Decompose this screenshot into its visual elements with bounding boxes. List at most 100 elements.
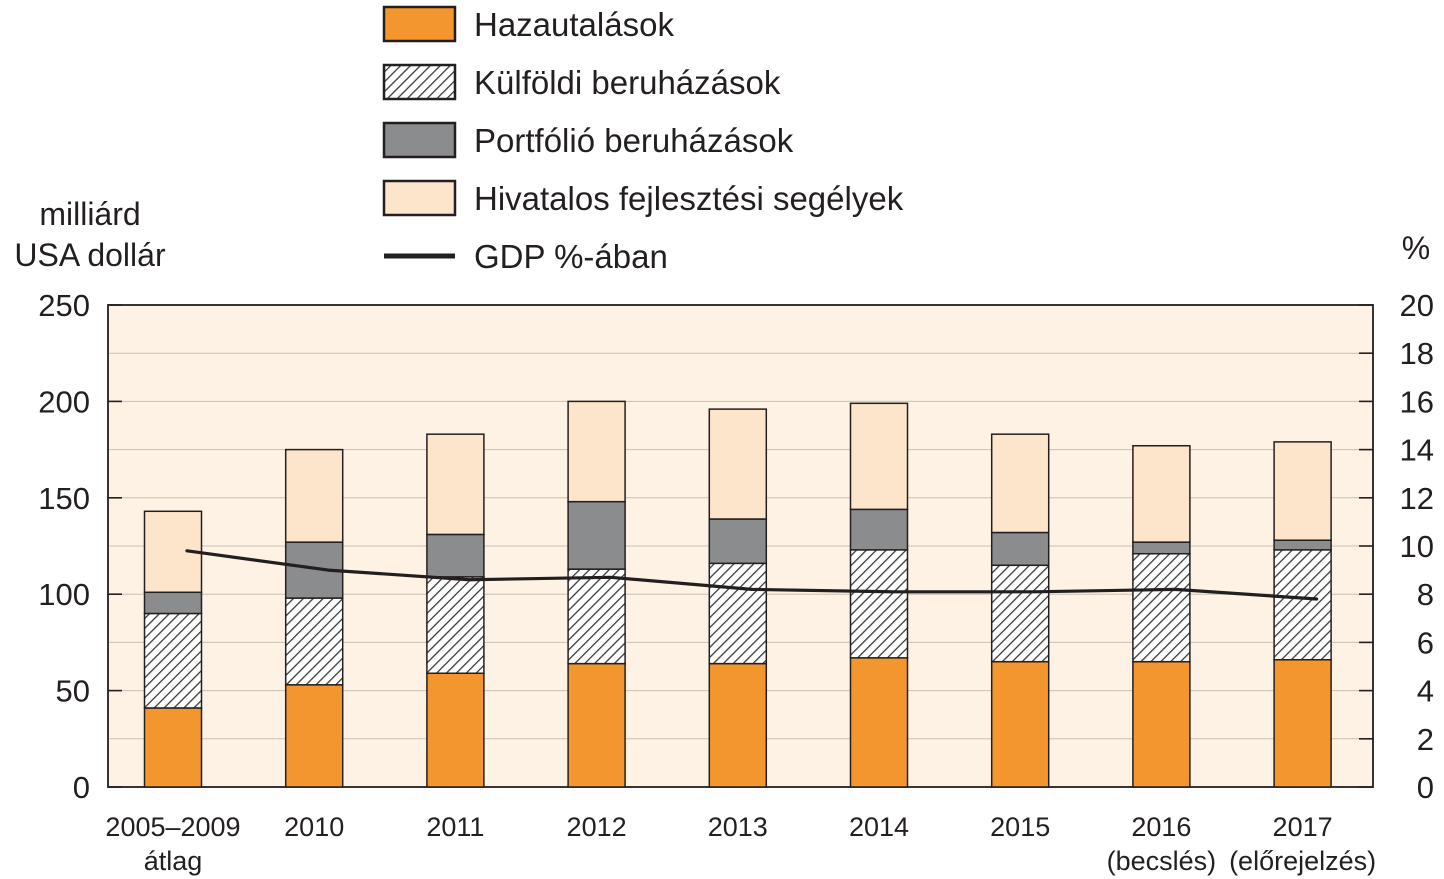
- legend-item-kulfoldi-beruhazasok: Külföldi beruházások: [382, 63, 781, 101]
- y-axis-left: 0 50 100 150 200 250: [38, 288, 122, 805]
- bar-kulfoldi-beruhazasok: [567, 568, 626, 665]
- bar-stack: [990, 433, 1050, 788]
- x-tick-label: 2013: [708, 812, 768, 842]
- x-tick-label: 2010: [284, 812, 344, 842]
- legend-label: Hazautalások: [474, 6, 674, 43]
- bar-portfolio-beruhazasok: [1273, 539, 1332, 551]
- y2-tick-label: 4: [1417, 674, 1434, 709]
- y-axis-title: milliárd USA dollár: [14, 196, 166, 273]
- bars: [143, 400, 1332, 788]
- x-tick-label: 2012: [567, 812, 627, 842]
- bar-stack: [284, 448, 344, 788]
- x-tick-label-line: (előrejelzés): [1229, 846, 1376, 876]
- y2-axis-title: %: [1402, 230, 1430, 266]
- x-tick-label: 2017 (előrejelzés): [1229, 812, 1376, 876]
- y2-tick-label: 10: [1400, 529, 1434, 564]
- y-tick-label: 250: [38, 288, 90, 323]
- x-tick-label: 2011: [426, 812, 484, 842]
- x-tick-label-line: 2014: [849, 812, 909, 842]
- bar-stack: [849, 402, 909, 788]
- legend-item-gdp-aban: GDP %-ában: [384, 238, 668, 275]
- bar-hivatalos-fejlesztesi-segelyek: [708, 408, 768, 520]
- bar-portfolio-beruhazasok: [1132, 541, 1191, 555]
- x-tick-label-line: 2011: [426, 812, 484, 842]
- x-tick-label: 2016 (becslés): [1107, 812, 1217, 876]
- bar-kulfoldi-beruhazasok: [849, 549, 909, 659]
- y-axis-title-line-1: milliárd: [39, 196, 140, 232]
- bar-kulfoldi-beruhazasok: [143, 612, 203, 709]
- bar-portfolio-beruhazasok: [143, 591, 203, 615]
- bar-stack: [1273, 441, 1332, 788]
- bar-kulfoldi-beruhazasok: [1273, 549, 1332, 661]
- x-tick-label-line: (becslés): [1107, 846, 1217, 876]
- x-tick-label-line: 2013: [708, 812, 768, 842]
- y2-tick-label: 8: [1417, 577, 1434, 612]
- bar-kulfoldi-beruhazasok: [990, 564, 1050, 663]
- y-tick-label: 50: [56, 674, 90, 709]
- bar-portfolio-beruhazasok: [849, 508, 909, 551]
- y-tick-label: 200: [38, 384, 90, 419]
- y2-tick-label: 18: [1400, 336, 1434, 371]
- gdp-line: [185, 549, 1319, 601]
- bar-hivatalos-fejlesztesi-segelyek: [849, 402, 909, 511]
- y2-tick-label: 20: [1400, 288, 1434, 323]
- y-axis-right: 0 2 4 6 8 10 12 14 16 18 20: [1359, 288, 1434, 805]
- bar-stack: [708, 408, 768, 788]
- bar-kulfoldi-beruhazasok: [426, 576, 485, 674]
- legend: Hazautalások Külföldi beruházások Portfóli…: [382, 5, 904, 275]
- bar-portfolio-beruhazasok: [708, 518, 768, 565]
- bar-kulfoldi-beruhazasok: [1132, 552, 1191, 663]
- bar-kulfoldi-beruhazasok: [284, 597, 344, 686]
- legend-swatch: [382, 179, 457, 217]
- x-tick-label: 2015: [990, 812, 1050, 842]
- x-tick-label-line: 2017: [1273, 812, 1333, 842]
- y-axis-title-line-2: USA dollár: [14, 237, 166, 273]
- y-tick-label: 100: [38, 577, 90, 612]
- x-tick-label-line: 2012: [567, 812, 627, 842]
- bar-portfolio-beruhazasok: [990, 531, 1050, 567]
- bar-kulfoldi-beruhazasok: [708, 562, 768, 665]
- legend-item-hivatalos-fejlesztesi-segelyek: Hivatalos fejlesztési segélyek: [382, 179, 904, 217]
- y2-tick-label: 6: [1417, 625, 1434, 660]
- x-tick-label: 2005–2009 átlag: [105, 812, 240, 876]
- bar-hazautalasok: [426, 672, 485, 788]
- x-tick-label: 2014: [849, 812, 909, 842]
- legend-swatch: [382, 63, 457, 101]
- x-tick-label-line: 2015: [990, 812, 1050, 842]
- bar-hazautalasok: [1273, 659, 1332, 788]
- bar-hivatalos-fejlesztesi-segelyek: [567, 400, 626, 503]
- bar-hazautalasok: [1132, 660, 1191, 788]
- y-tick-label: 0: [73, 770, 90, 805]
- bar-hivatalos-fejlesztesi-segelyek: [990, 433, 1050, 534]
- bar-portfolio-beruhazasok: [426, 533, 485, 578]
- bar-hivatalos-fejlesztesi-segelyek: [1132, 444, 1191, 543]
- x-axis: 2005–2009 átlag 2010 2011 2012 2013 2014 2015 20…: [105, 812, 1376, 876]
- x-tick-label-line: 2005–2009: [105, 812, 240, 842]
- bar-hazautalasok: [708, 662, 768, 788]
- y2-tick-label: 0: [1417, 770, 1434, 805]
- legend-label: Hivatalos fejlesztési segélyek: [474, 180, 904, 217]
- y2-tick-label: 16: [1400, 384, 1434, 419]
- y2-tick-label: 2: [1417, 722, 1434, 757]
- y-tick-label: 150: [38, 481, 90, 516]
- x-tick-label-line: átlag: [144, 846, 203, 876]
- bar-portfolio-beruhazasok: [567, 500, 626, 570]
- legend-label: GDP %-ában: [474, 238, 668, 275]
- bar-hazautalasok: [284, 684, 344, 788]
- bar-hazautalasok: [849, 657, 909, 788]
- bar-hazautalasok: [990, 660, 1050, 788]
- bar-stack: [567, 400, 626, 788]
- legend-swatch: [382, 121, 457, 159]
- bar-stack: [143, 510, 203, 788]
- legend-item-hazautalasok: Hazautalások: [382, 5, 674, 43]
- bar-hazautalasok: [567, 662, 626, 788]
- x-tick-label-line: 2016: [1131, 812, 1191, 842]
- bar-hazautalasok: [143, 707, 203, 788]
- bar-stack: [1132, 444, 1191, 788]
- y2-tick-label: 14: [1400, 433, 1434, 468]
- bar-hivatalos-fejlesztesi-segelyek: [426, 433, 485, 536]
- bar-stack: [426, 433, 485, 788]
- legend-label: Külföldi beruházások: [474, 64, 781, 101]
- legend-item-portfolio-beruhazasok: Portfólió beruházások: [382, 121, 794, 159]
